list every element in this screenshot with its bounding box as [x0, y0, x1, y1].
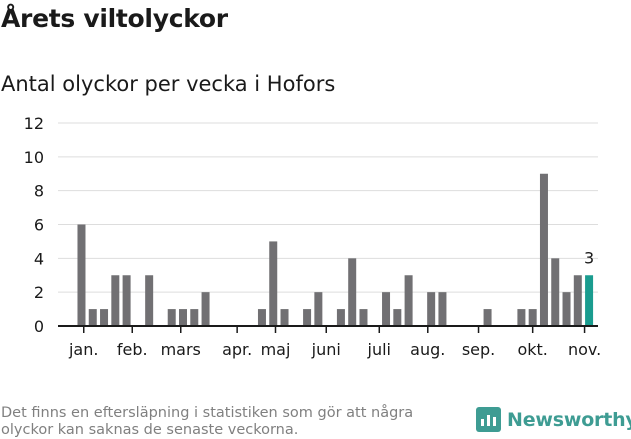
bar: [257, 309, 266, 326]
x-tick-label: nov.: [568, 340, 601, 359]
x-tick-label: feb.: [117, 340, 148, 359]
chart-subtitle: Antal olyckor per vecka i Hofors: [1, 72, 336, 96]
bar: [88, 309, 97, 326]
x-tick-label: juli: [367, 340, 391, 359]
y-tick-label: 0: [34, 317, 44, 336]
x-tick-label: sep.: [462, 340, 495, 359]
y-tick-label: 8: [34, 182, 44, 201]
bar: [551, 258, 560, 326]
bar: [528, 309, 537, 326]
bar: [100, 309, 109, 326]
newsworthy-icon: [476, 407, 501, 432]
brand-name: Newsworthy: [507, 408, 631, 431]
x-tick-label: maj: [261, 340, 291, 359]
bar-chart: 0 2 4 6 8 10 12 3 jan. feb. mars apr. maj juni juli aug…: [24, 114, 602, 359]
y-tick-label: 4: [34, 249, 44, 268]
y-tick-label: 2: [34, 283, 44, 302]
bar: [190, 309, 199, 326]
y-tick-label: 12: [24, 114, 44, 133]
bar: [539, 173, 548, 326]
data-label: 3: [584, 248, 594, 267]
bar: [122, 275, 131, 326]
bar: [348, 258, 357, 326]
bar: [359, 309, 368, 326]
bar: [517, 309, 526, 326]
bar: [427, 292, 436, 326]
bar: [573, 275, 582, 326]
bar: [336, 309, 345, 326]
x-tick-label: juni: [311, 340, 341, 359]
bar: [77, 224, 86, 326]
bar: [382, 292, 391, 326]
bar: [280, 309, 289, 326]
bar: [404, 275, 413, 326]
bar: [145, 275, 154, 326]
x-tick-label: jan.: [68, 340, 98, 359]
y-tick-label: 10: [24, 148, 44, 167]
bar: [562, 292, 571, 326]
x-tick-label: aug.: [410, 340, 445, 359]
bar: [167, 309, 176, 326]
bar: [303, 309, 312, 326]
newsworthy-logo: Newsworthy: [476, 407, 631, 432]
bar: [269, 241, 278, 326]
bar: [201, 292, 210, 326]
bar: [483, 309, 492, 326]
bar: [314, 292, 323, 326]
bar: [111, 275, 120, 326]
x-tick-label: apr.: [222, 340, 252, 359]
x-tick-label: mars: [161, 340, 201, 359]
y-tick-label: 6: [34, 216, 44, 235]
bar: [438, 292, 447, 326]
bar: [393, 309, 402, 326]
bar-highlight: [585, 275, 594, 326]
page-title: Årets viltolyckor: [1, 4, 228, 33]
bar: [179, 309, 187, 326]
footnote: Det finns en eftersläpning i statistiken…: [1, 405, 414, 438]
x-tick-label: okt.: [517, 340, 547, 359]
